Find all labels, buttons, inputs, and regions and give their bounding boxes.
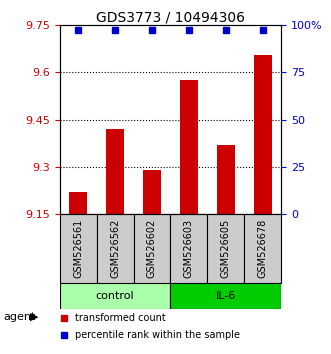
FancyBboxPatch shape [60,215,97,283]
Bar [143,170,161,215]
FancyBboxPatch shape [170,215,208,283]
FancyBboxPatch shape [208,215,244,283]
FancyBboxPatch shape [133,215,170,283]
Text: GSM526562: GSM526562 [110,219,120,278]
Bar [180,80,198,215]
Text: control: control [96,291,134,301]
Text: ▶: ▶ [30,312,38,322]
Text: IL-6: IL-6 [216,291,236,301]
Bar [106,129,124,215]
FancyBboxPatch shape [244,215,281,283]
Text: GSM526602: GSM526602 [147,219,157,278]
Text: GSM526605: GSM526605 [221,219,231,278]
Text: transformed count: transformed count [75,313,166,323]
FancyBboxPatch shape [97,215,133,283]
Text: GSM526561: GSM526561 [73,219,83,278]
Bar [69,192,87,215]
Text: GSM526678: GSM526678 [258,219,268,278]
Bar [217,145,235,215]
FancyBboxPatch shape [170,283,281,309]
FancyBboxPatch shape [60,283,170,309]
Text: percentile rank within the sample: percentile rank within the sample [75,330,240,340]
Bar [254,55,272,215]
Text: GSM526603: GSM526603 [184,219,194,278]
Text: agent: agent [3,312,36,322]
Text: GDS3773 / 10494306: GDS3773 / 10494306 [96,11,245,25]
